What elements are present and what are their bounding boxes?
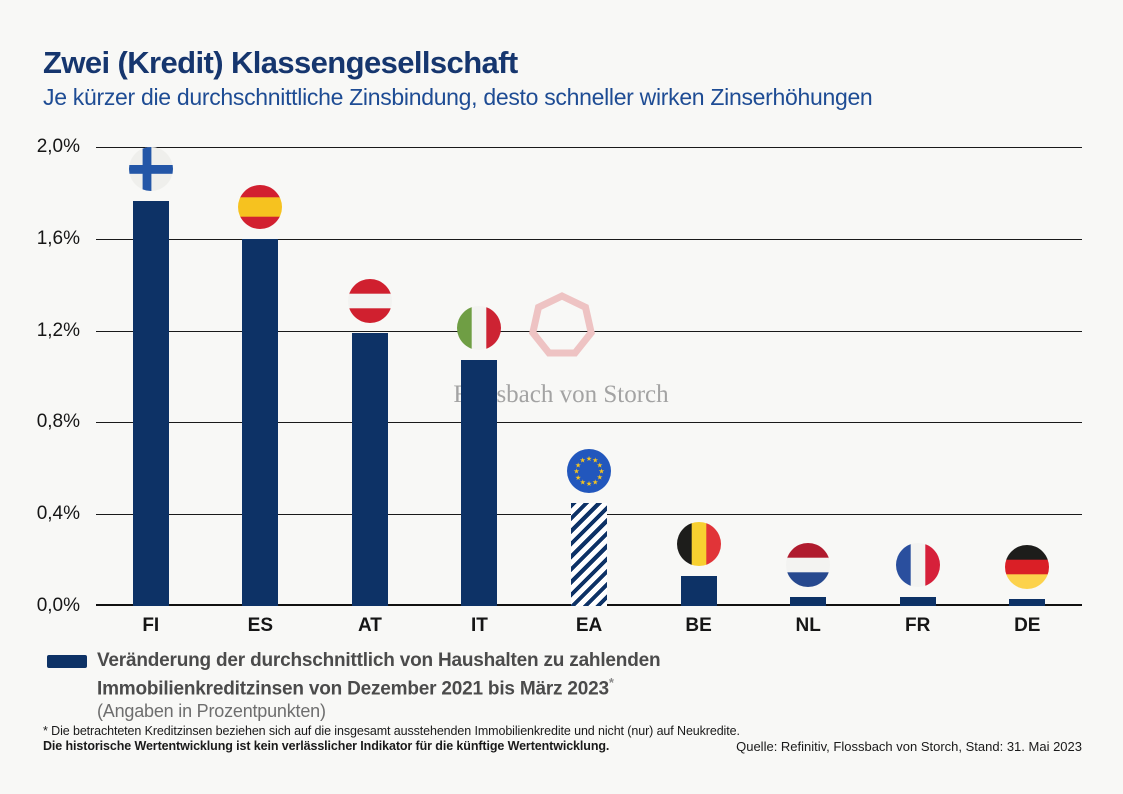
flag-de-icon	[1005, 545, 1050, 590]
source-note: Quelle: Refinitiv, Flossbach von Storch,…	[736, 739, 1082, 754]
x-axis-labels: FI ES AT IT EA BE NL FR DE	[96, 615, 1082, 637]
svg-text:★: ★	[580, 456, 586, 464]
flag-it-icon	[457, 306, 502, 351]
flag-fr-icon	[895, 542, 940, 587]
x-label-at: AT	[357, 615, 382, 636]
bar-column-be	[644, 147, 754, 606]
flag-be-icon	[676, 522, 721, 567]
svg-text:★: ★	[598, 467, 604, 475]
bar-column-fr	[863, 147, 973, 606]
bar-fr	[899, 596, 936, 606]
x-label-fr: FR	[905, 615, 931, 636]
bar-chart: Flossbach von Storch ★ ★ ★ ★ ★ ★ ★ ★ ★ ★ ★ ★	[96, 147, 1082, 606]
bar-column-it	[425, 147, 535, 606]
svg-text:★: ★	[586, 480, 592, 488]
legend-swatch	[47, 655, 87, 668]
svg-text:★: ★	[597, 473, 603, 481]
bar-ea	[571, 502, 608, 606]
legend-label: Veränderung der durchschnittlich von Hau…	[97, 650, 661, 700]
bar-column-de	[973, 147, 1083, 606]
svg-text:★: ★	[592, 456, 598, 464]
flag-at-icon	[347, 278, 392, 323]
bar-at	[351, 332, 388, 606]
bar-column-nl	[753, 147, 863, 606]
flag-ea-icon: ★ ★ ★ ★ ★ ★ ★ ★ ★ ★ ★ ★	[567, 448, 612, 493]
legend: Veränderung der durchschnittlich von Hau…	[47, 650, 661, 722]
y-axis-labels: 2,0% 1,6% 1,2% 0,8% 0,4% 0,0%	[0, 136, 88, 616]
svg-text:★: ★	[592, 478, 598, 486]
legend-label-line1: Veränderung der durchschnittlich von Hau…	[97, 650, 661, 671]
svg-text:★: ★	[575, 461, 581, 469]
x-label-de: DE	[1014, 615, 1041, 636]
y-tick-label: 0,0%	[36, 595, 80, 616]
flossbach-heptagon-logo-icon	[527, 291, 597, 361]
bar-fi	[132, 201, 169, 606]
gridline-2.0	[96, 147, 1082, 148]
gridline-1.6	[96, 239, 1082, 240]
y-tick-label: 0,8%	[36, 411, 80, 432]
footnote-disclaimer: Die historische Wertentwicklung ist kein…	[43, 739, 610, 753]
gridline-0.8	[96, 422, 1082, 423]
bar-de	[1009, 599, 1046, 606]
legend-text: Veränderung der durchschnittlich von Hau…	[97, 650, 661, 722]
bar-column-ea: ★ ★ ★ ★ ★ ★ ★ ★ ★ ★ ★ ★	[534, 147, 644, 606]
x-label-ea: EA	[575, 615, 603, 636]
bar-nl	[790, 596, 827, 606]
legend-asterisk: *	[608, 675, 614, 690]
flag-nl-icon	[786, 542, 831, 587]
flag-es-icon	[238, 184, 283, 229]
page-subtitle: Je kürzer die durchschnittliche Zinsbind…	[43, 84, 873, 111]
y-tick-label: 1,2%	[36, 320, 80, 341]
legend-label-line2: Immobilienkreditzinsen von Dezember 2021…	[97, 678, 609, 700]
bar-column-fi	[96, 147, 206, 606]
svg-text:★: ★	[597, 461, 603, 469]
bar-column-at	[315, 147, 425, 606]
bar-column-es	[206, 147, 316, 606]
svg-text:★: ★	[580, 478, 586, 486]
svg-text:★: ★	[573, 467, 579, 475]
y-tick-label: 2,0%	[36, 136, 80, 157]
y-tick-label: 1,6%	[36, 228, 80, 249]
bar-be	[680, 576, 717, 606]
bar-it	[461, 360, 498, 606]
footnotes: * Die betrachteten Kreditzinsen beziehen…	[43, 724, 740, 754]
svg-text:★: ★	[586, 455, 592, 463]
legend-unit-note: (Angaben in Prozentpunkten)	[97, 701, 326, 722]
footnote-asterisk: * Die betrachteten Kreditzinsen beziehen…	[43, 724, 740, 738]
x-label-es: ES	[247, 615, 274, 636]
page-title: Zwei (Kredit) Klassengesellschaft	[43, 45, 518, 80]
header: Zwei (Kredit) Klassengesellschaft Je kür…	[43, 45, 873, 111]
y-tick-label: 0,4%	[36, 503, 80, 524]
flag-fi-icon	[128, 147, 173, 191]
x-label-fi: FI	[142, 615, 160, 636]
x-label-it: IT	[471, 615, 488, 636]
x-label-be: BE	[685, 615, 712, 636]
svg-text:★: ★	[575, 474, 581, 482]
bars: ★ ★ ★ ★ ★ ★ ★ ★ ★ ★ ★ ★	[96, 147, 1082, 606]
bar-es	[242, 238, 279, 606]
x-label-nl: NL	[795, 615, 821, 636]
